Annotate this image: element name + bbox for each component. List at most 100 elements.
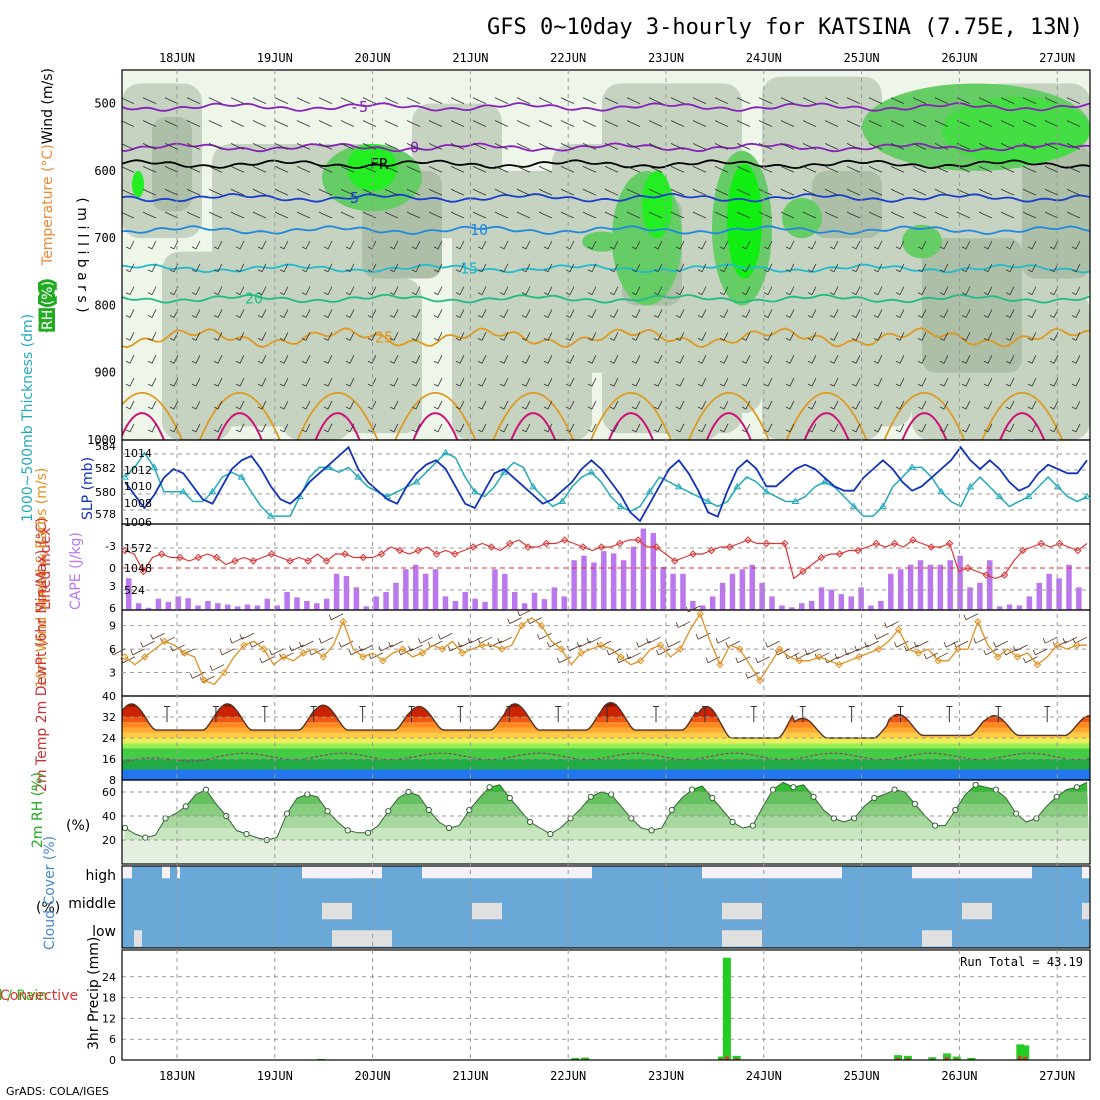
minmax-whisker (750, 706, 757, 723)
wind-barb (274, 97, 289, 105)
li-marker (982, 571, 990, 579)
wind-barb (917, 377, 927, 387)
wind-barb (147, 400, 157, 410)
precip-conv-bar (1018, 1055, 1023, 1060)
wind-barb (499, 355, 509, 364)
wind-barb (763, 377, 773, 387)
wind-barb (1049, 332, 1059, 341)
wind-barb (631, 400, 641, 410)
wind-barb (164, 97, 179, 105)
cloud-gap (922, 930, 952, 947)
wind-barb (252, 120, 267, 127)
wind-barb (604, 188, 619, 196)
wind-marker (597, 641, 605, 649)
rh-line (124, 782, 1088, 841)
cape-bar (333, 573, 340, 610)
surface-barb (497, 636, 512, 644)
date-label-top: 26JUN (941, 51, 977, 65)
cape-bar (442, 596, 449, 610)
wind-barb (125, 240, 135, 250)
thickness-marker (937, 487, 946, 495)
surface-barb (1042, 636, 1058, 644)
wind-barb (565, 263, 575, 273)
surface-barb (289, 644, 304, 652)
date-label-bottom: 25JUN (844, 1069, 880, 1083)
surface-barb (913, 640, 929, 648)
wind-barb (411, 400, 421, 410)
minmax-whisker (310, 706, 317, 723)
wind-barb (411, 240, 421, 250)
wind-barb (714, 211, 729, 219)
cape-bar (363, 606, 370, 610)
thickness-label: 1000~500mb Thickness (dm) (20, 314, 36, 522)
cape-bar (907, 564, 914, 610)
wind-barb (895, 377, 905, 387)
thickness-marker (791, 497, 800, 504)
wind-barb (1000, 211, 1015, 219)
thickness-marker (820, 478, 829, 485)
wind-barb (912, 188, 927, 196)
wind-barb (631, 263, 641, 273)
cape-bar (294, 597, 300, 610)
hot-contour (999, 412, 1046, 440)
wind-barb (873, 355, 883, 364)
wind-barb (846, 188, 861, 196)
wind-barb (675, 286, 685, 296)
wind-barb (785, 377, 795, 387)
cape-tick: 1048 (124, 562, 152, 575)
wind-barb (802, 211, 817, 219)
wind-barb (1071, 423, 1081, 433)
precip-total-bar (581, 1057, 590, 1060)
wind-barb (741, 377, 751, 387)
wind-barb (411, 355, 421, 364)
wind-barb (257, 286, 267, 296)
wind-barb (653, 377, 663, 387)
wind-barb (362, 143, 377, 150)
wind-barb (917, 355, 927, 364)
wind-barb (296, 120, 311, 127)
wind-barb (406, 97, 421, 105)
wind-barb (785, 423, 795, 433)
wind-barb (912, 143, 927, 150)
wind-barb (125, 423, 135, 433)
temp-fill (122, 701, 1090, 780)
wind-barb (1022, 188, 1037, 196)
wind-barb (323, 355, 333, 364)
cape-bar (126, 578, 132, 610)
li-marker (139, 567, 148, 576)
rh-marker (526, 818, 534, 826)
wind-barb (191, 423, 201, 433)
wind-barb (235, 332, 245, 341)
wind-barb (389, 286, 399, 296)
wind-barb (455, 240, 465, 250)
cloud-gap (134, 930, 142, 947)
wind-barb (741, 263, 751, 273)
wind-barb (939, 332, 949, 341)
rh-marker (506, 794, 513, 802)
surface-barb (150, 632, 165, 640)
wind-marker (160, 637, 169, 645)
wind-marker (577, 649, 585, 657)
cloud-gap (472, 902, 502, 920)
wind-barb (323, 263, 333, 273)
temp-band (122, 727, 1090, 733)
precip-total-bar (952, 1056, 961, 1060)
wind-barb (345, 263, 355, 273)
wind-barb (516, 188, 531, 196)
wind-barb (741, 400, 751, 410)
wind-barb (521, 332, 531, 341)
wind-barb (186, 143, 201, 150)
cloud-gap (322, 902, 352, 920)
wind-marker (855, 653, 863, 661)
wind-barb (235, 309, 245, 319)
wind-barb (609, 332, 619, 341)
wind-barb (301, 286, 311, 296)
rh-tick: 40 (102, 810, 116, 823)
cape-bar (917, 560, 924, 610)
cape-bar (452, 600, 459, 610)
cape-bar (323, 598, 330, 610)
wind-barb (565, 355, 575, 364)
wind-barb (785, 332, 795, 341)
li-marker (487, 543, 496, 551)
wind-barb (851, 240, 861, 250)
